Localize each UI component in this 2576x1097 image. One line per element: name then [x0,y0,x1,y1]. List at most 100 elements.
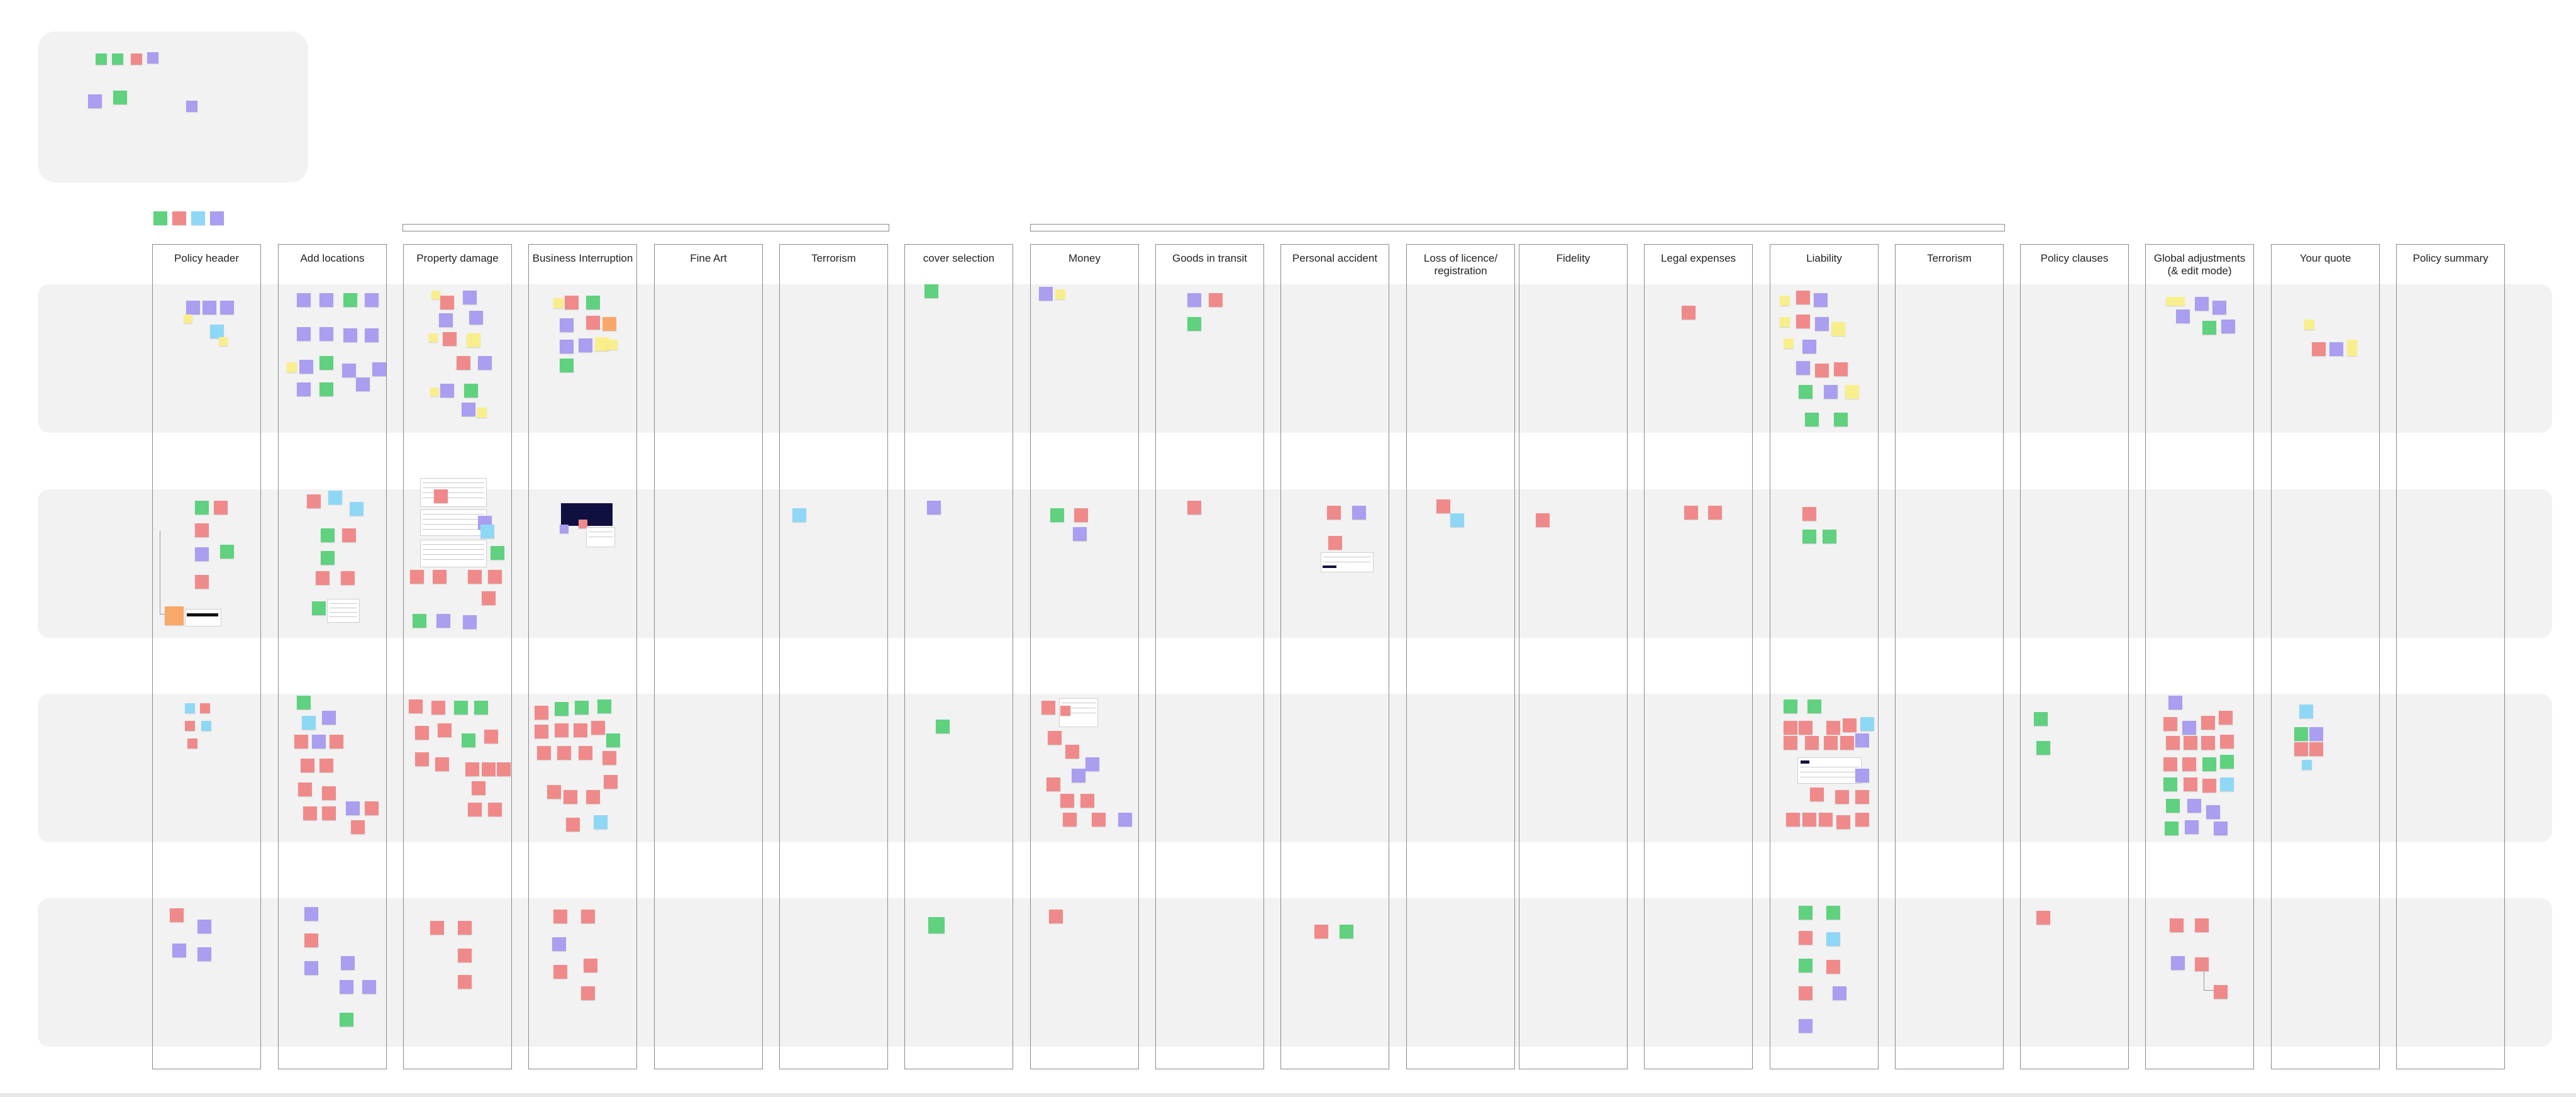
sticky-note[interactable] [2176,309,2190,323]
sticky-note[interactable] [2184,736,2197,750]
sticky-note[interactable] [341,956,355,970]
sticky-note[interactable] [297,293,311,307]
sticky-note[interactable] [1855,733,1869,747]
sticky-note[interactable] [1834,362,1848,376]
sticky-note[interactable] [1060,706,1070,716]
sticky-note[interactable] [1826,960,1840,974]
column-liability[interactable]: Liability [1770,244,1879,1069]
sticky-note[interactable] [2220,735,2234,749]
screenshot-thumbnail[interactable] [1321,552,1374,572]
sticky-note[interactable] [312,735,326,749]
sticky-note[interactable] [581,910,595,923]
sticky-note[interactable] [2221,320,2235,333]
sticky-note[interactable] [2202,321,2216,335]
column-terrorism[interactable]: Terrorism [779,244,888,1069]
legend-sticky-purple[interactable] [88,94,102,108]
sticky-note[interactable] [415,726,429,740]
column-policy-header[interactable]: Policy header [152,244,261,1069]
sticky-note[interactable] [197,947,211,961]
sticky-note[interactable] [1784,721,1797,735]
sticky-note[interactable] [342,528,356,542]
sticky-note[interactable] [458,921,472,935]
sticky-note[interactable] [1049,910,1063,923]
sticky-note[interactable] [1826,721,1840,735]
column-goods-in-transit[interactable]: Goods in transit [1155,244,1264,1069]
sticky-note[interactable] [1085,757,1099,771]
sticky-note[interactable] [2202,779,2216,793]
sticky-note[interactable] [2214,821,2228,835]
sticky-note[interactable] [1682,306,1696,320]
sticky-note[interactable] [1536,513,1550,527]
column-money[interactable]: Money [1030,244,1139,1069]
sticky-note[interactable] [415,752,429,766]
sticky-note[interactable] [1352,506,1366,520]
sticky-note[interactable] [2294,742,2308,756]
sticky-note[interactable] [928,917,945,933]
sticky-note[interactable] [440,384,454,398]
sticky-note[interactable] [458,949,472,962]
sticky-note[interactable] [2163,757,2177,771]
sticky-note[interactable] [484,730,498,743]
legend-sticky-red[interactable] [131,53,142,65]
sticky-note[interactable] [1065,745,1079,759]
sticky-note[interactable] [482,591,496,605]
sticky-note[interactable] [1799,721,1813,735]
sticky-note[interactable] [322,806,336,820]
sticky-note[interactable] [2182,757,2196,771]
sticky-note[interactable] [1796,361,1810,375]
sticky-note[interactable] [454,701,468,715]
sticky-note[interactable] [297,696,311,710]
sticky-note[interactable] [469,311,483,325]
sticky-note[interactable] [535,706,548,720]
sticky-note[interactable] [1314,925,1328,938]
key-sticky-red[interactable] [172,211,186,225]
sticky-note[interactable] [319,293,333,307]
sticky-note[interactable] [298,782,312,796]
sticky-note[interactable] [1805,736,1819,750]
sticky-note[interactable] [462,403,475,416]
sticky-note[interactable] [2168,696,2182,710]
screenshot-thumbnail[interactable] [1059,698,1098,727]
sticky-note[interactable] [586,790,600,804]
sticky-note[interactable] [438,723,452,737]
key-sticky-blue[interactable] [191,211,205,225]
sticky-note[interactable] [322,786,336,800]
sticky-note[interactable] [1340,925,1353,938]
key-sticky-green[interactable] [153,211,167,225]
sticky-note[interactable] [547,785,561,799]
sticky-note[interactable] [560,340,574,354]
sticky-note[interactable] [602,751,616,765]
sticky-note[interactable] [195,547,209,561]
sticky-note[interactable] [340,1013,353,1027]
sticky-note[interactable] [560,359,574,372]
sticky-note[interactable] [2166,736,2180,750]
sticky-note[interactable] [1824,385,1838,399]
group-bracket[interactable] [1030,224,2005,231]
sticky-note[interactable] [1708,506,1722,520]
sticky-note[interactable] [2220,755,2234,769]
sticky-note[interactable] [2195,918,2209,932]
legend-sticky-green[interactable] [96,53,107,65]
sticky-note[interactable] [491,546,504,560]
sticky-note[interactable] [565,296,579,309]
sticky-note[interactable] [2187,799,2201,813]
sticky-note[interactable] [297,382,311,396]
sticky-note[interactable] [312,601,326,615]
sticky-note[interactable] [302,716,316,730]
sticky-note[interactable] [172,944,186,957]
sticky-note[interactable] [792,508,806,522]
sticky-note[interactable] [431,291,440,299]
sticky-note[interactable] [304,907,318,921]
column-property-damage[interactable]: Property damage [403,244,512,1069]
sticky-note[interactable] [219,337,228,346]
sticky-note[interactable] [434,489,448,503]
sticky-note[interactable] [220,301,234,315]
screenshot-thumbnail[interactable] [327,599,360,623]
sticky-note[interactable] [2195,957,2209,971]
sticky-note[interactable] [477,408,487,418]
sticky-note[interactable] [1860,717,1874,731]
sticky-note[interactable] [2163,777,2177,791]
sticky-note[interactable] [2309,727,2323,741]
screenshot-thumbnail[interactable] [586,527,615,547]
sticky-note[interactable] [1118,813,1132,827]
